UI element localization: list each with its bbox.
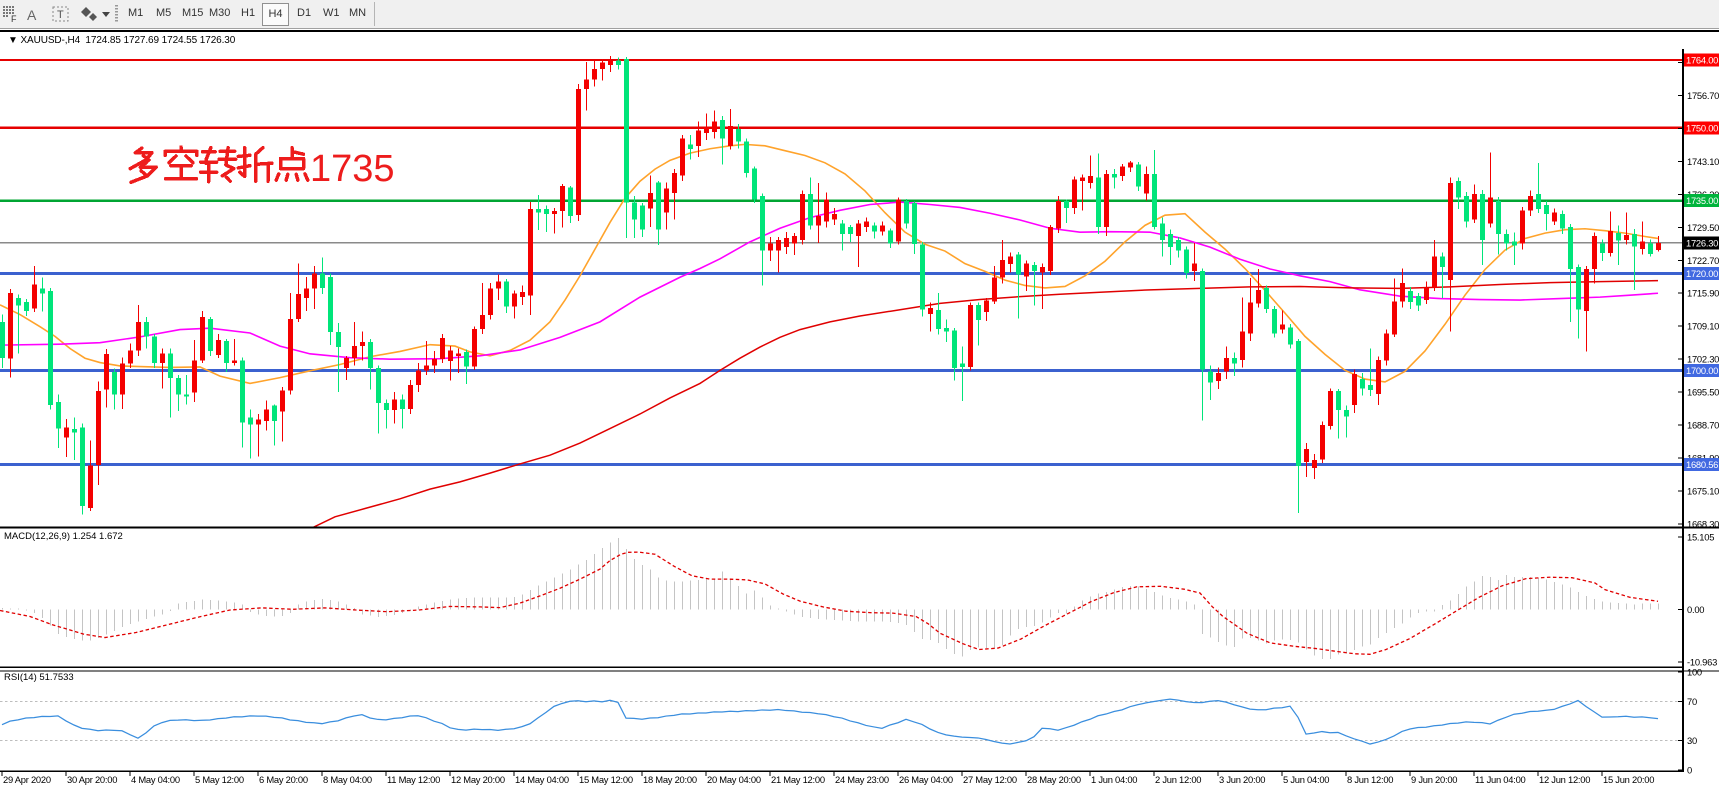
svg-text:1700.00: 1700.00 [1686,365,1718,376]
svg-text:8 Jun 12:00: 8 Jun 12:00 [1347,774,1393,785]
svg-text:1702.30: 1702.30 [1687,354,1719,365]
svg-text:15.105: 15.105 [1687,532,1714,543]
svg-text:28 May 20:00: 28 May 20:00 [1027,774,1081,785]
svg-text:1715.90: 1715.90 [1687,288,1719,299]
svg-text:1688.70: 1688.70 [1687,420,1719,431]
svg-text:1720.00: 1720.00 [1686,268,1718,279]
svg-text:30 Apr 20:00: 30 Apr 20:00 [67,774,117,785]
svg-text:1722.70: 1722.70 [1687,255,1719,266]
svg-text:20 May 04:00: 20 May 04:00 [707,774,761,785]
svg-text:26 May 04:00: 26 May 04:00 [899,774,953,785]
svg-text:24 May 23:00: 24 May 23:00 [835,774,889,785]
svg-text:1668.30: 1668.30 [1687,519,1719,530]
svg-text:12 Jun 12:00: 12 Jun 12:00 [1539,774,1590,785]
svg-text:30: 30 [1687,735,1697,746]
svg-text:15 Jun 20:00: 15 Jun 20:00 [1603,774,1654,785]
svg-text:15 May 12:00: 15 May 12:00 [579,774,633,785]
svg-text:1709.10: 1709.10 [1687,321,1719,332]
svg-text:-10.963: -10.963 [1687,656,1717,667]
svg-text:F: F [11,14,17,24]
svg-text:MACD(12,26,9) 1.254 1.672: MACD(12,26,9) 1.254 1.672 [4,531,123,542]
svg-text:5 Jun 04:00: 5 Jun 04:00 [1283,774,1329,785]
svg-text:70: 70 [1687,696,1697,707]
svg-text:1750.00: 1750.00 [1686,122,1718,133]
svg-text:RSI(14) 51.7533: RSI(14) 51.7533 [4,672,74,683]
svg-text:T: T [57,9,64,21]
svg-text:0: 0 [1687,765,1692,776]
svg-text:0.00: 0.00 [1687,604,1704,615]
svg-text:1680.56: 1680.56 [1686,459,1718,470]
svg-text:4 May 04:00: 4 May 04:00 [131,774,180,785]
svg-text:1743.10: 1743.10 [1687,156,1719,167]
svg-text:9 Jun 20:00: 9 Jun 20:00 [1411,774,1457,785]
svg-text:6 May 20:00: 6 May 20:00 [259,774,308,785]
svg-text:29 Apr 2020: 29 Apr 2020 [3,774,51,785]
svg-text:1735.00: 1735.00 [1686,195,1718,206]
svg-text:1 Jun 04:00: 1 Jun 04:00 [1091,774,1137,785]
svg-text:100: 100 [1687,666,1702,677]
svg-text:2 Jun 12:00: 2 Jun 12:00 [1155,774,1201,785]
svg-text:12 May 20:00: 12 May 20:00 [451,774,505,785]
svg-text:1764.00: 1764.00 [1686,55,1718,66]
svg-text:5 May 12:00: 5 May 12:00 [195,774,244,785]
svg-text:1756.70: 1756.70 [1687,90,1719,101]
svg-text:1729.50: 1729.50 [1687,222,1719,233]
svg-text:3 Jun 20:00: 3 Jun 20:00 [1219,774,1265,785]
svg-text:18 May 20:00: 18 May 20:00 [643,774,697,785]
svg-text:1726.30: 1726.30 [1686,237,1718,248]
svg-text:8 May 04:00: 8 May 04:00 [323,774,372,785]
svg-text:21 May 12:00: 21 May 12:00 [771,774,825,785]
svg-text:11 Jun 04:00: 11 Jun 04:00 [1475,774,1526,785]
svg-text:1675.10: 1675.10 [1687,486,1719,497]
svg-text:1735: 1735 [310,148,395,190]
svg-text:14 May 04:00: 14 May 04:00 [515,774,569,785]
svg-text:27 May 12:00: 27 May 12:00 [963,774,1017,785]
svg-text:11 May 12:00: 11 May 12:00 [387,774,440,785]
svg-text:1695.50: 1695.50 [1687,387,1719,398]
